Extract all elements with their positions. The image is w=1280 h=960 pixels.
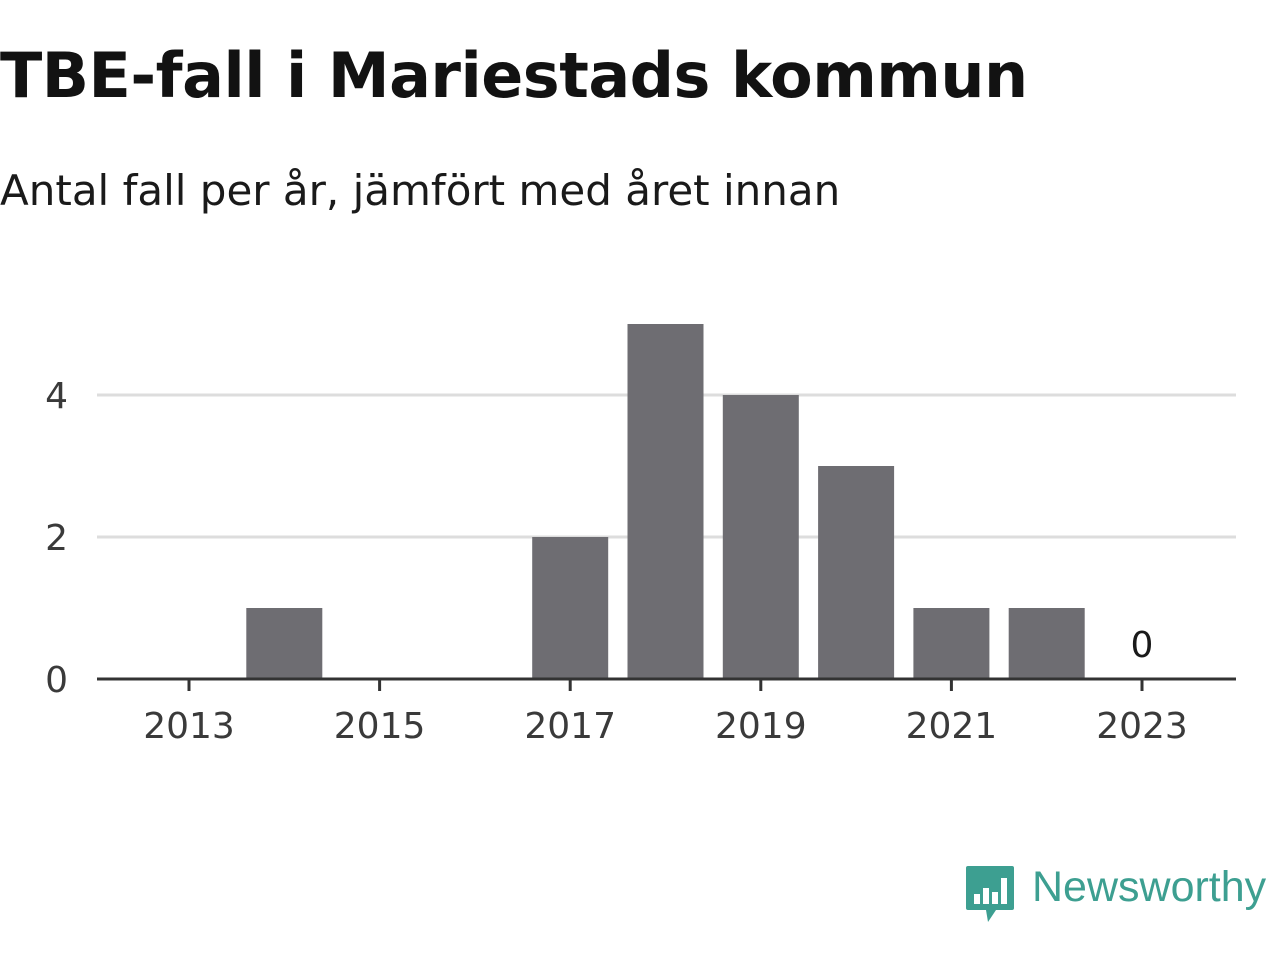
bar-2022 bbox=[1008, 608, 1085, 679]
x-tick-label: 2015 bbox=[334, 706, 426, 747]
newsworthy-bar-chart-logo-icon bbox=[966, 866, 1014, 922]
data-label: 0 bbox=[1131, 625, 1154, 666]
annotations: 0 bbox=[1131, 625, 1154, 666]
chart-subtitle: Antal fall per år, jämfört med året inna… bbox=[0, 166, 841, 215]
bar-2021 bbox=[913, 608, 990, 679]
bars bbox=[246, 324, 1085, 679]
x-tick-label: 2013 bbox=[143, 706, 235, 747]
x-tick-label: 2023 bbox=[1096, 706, 1188, 747]
y-tick-label: 2 bbox=[45, 518, 68, 559]
y-axis-tick-labels: 0 2 4 bbox=[45, 376, 68, 701]
x-axis bbox=[97, 677, 1236, 691]
bar-2020 bbox=[818, 466, 895, 679]
y-tick-label: 4 bbox=[45, 376, 68, 417]
chart-title: TBE-fall i Mariestads kommun bbox=[0, 39, 1028, 112]
brand: Newsworthy bbox=[964, 864, 1266, 924]
x-tick-label: 2019 bbox=[715, 706, 807, 747]
bar-2019 bbox=[722, 395, 799, 679]
bar-2017 bbox=[532, 537, 609, 679]
x-tick-label: 2021 bbox=[906, 706, 998, 747]
x-axis-tick-labels: 2013 2015 2017 2019 2021 2023 bbox=[143, 706, 1188, 747]
brand-name: Newsworthy bbox=[1032, 863, 1267, 911]
bar-2018 bbox=[627, 324, 704, 679]
y-tick-label: 0 bbox=[45, 660, 68, 701]
x-tick-label: 2017 bbox=[524, 706, 616, 747]
bar-2014 bbox=[246, 608, 323, 679]
bar-chart: 0 2 4 2013 2015 2017 2019 2021 2023 0 bbox=[45, 324, 1236, 747]
